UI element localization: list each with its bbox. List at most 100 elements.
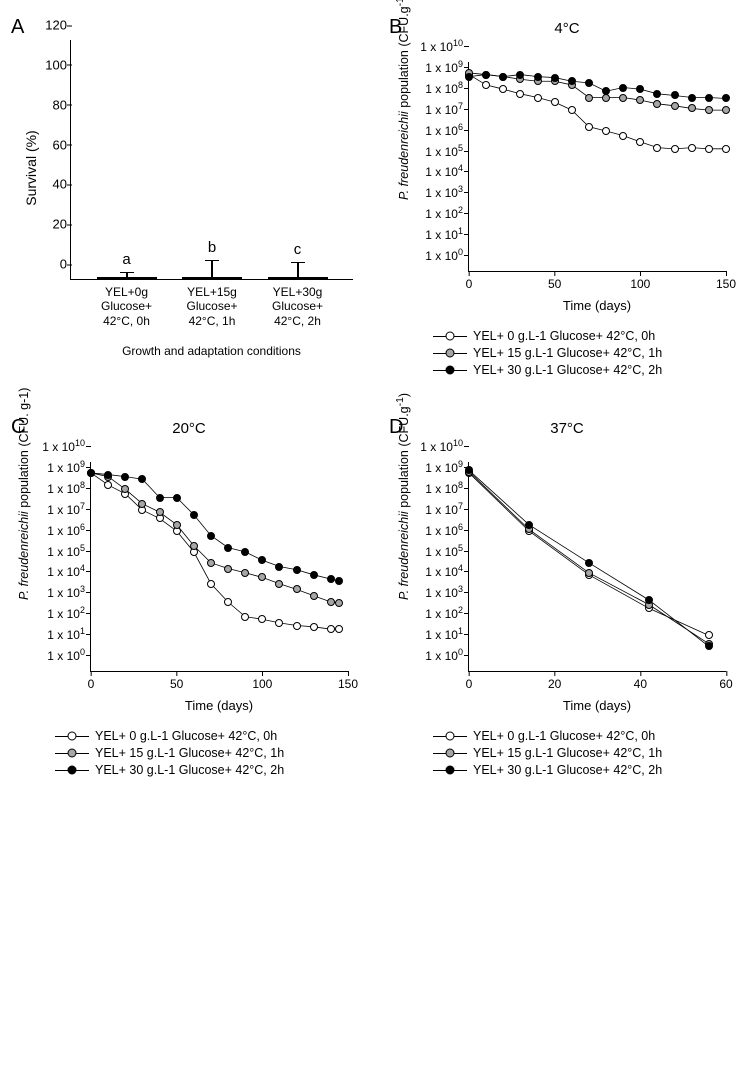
data-point xyxy=(722,94,730,102)
data-point xyxy=(327,575,335,583)
y-tick: 1 x 109 xyxy=(35,459,85,475)
y-tick: 0 xyxy=(33,257,67,272)
legend-label: YEL+ 0 g.L-1 Glucose+ 42°C, 0h xyxy=(95,729,277,743)
data-point xyxy=(516,71,524,79)
data-point xyxy=(688,104,696,112)
data-point xyxy=(585,559,593,567)
y-tick: 40 xyxy=(33,177,67,192)
data-point xyxy=(585,94,593,102)
panel-c-ylabel: P. freudenreichii population (CFU. g-1) xyxy=(17,388,31,600)
panel-c-plotarea: 1 x 1001 x 1011 x 1021 x 1031 x 1041 x 1… xyxy=(90,462,348,672)
legend-item: YEL+ 0 g.L-1 Glucose+ 42°C, 0h xyxy=(433,329,741,343)
data-point xyxy=(275,580,283,588)
y-tick: 1 x 104 xyxy=(413,563,463,579)
y-tick: 1 x 100 xyxy=(35,647,85,663)
panel-b-title: 4°C xyxy=(393,20,741,37)
data-point xyxy=(335,625,343,633)
y-tick: 60 xyxy=(33,137,67,152)
panel-b-legend: YEL+ 0 g.L-1 Glucose+ 42°C, 0h YEL+ 15 g.… xyxy=(433,329,741,377)
panel-a-xaxis-label: Growth and adaptation conditions xyxy=(70,344,353,358)
bar: cYEL+30g Glucose+ 42°C, 2h xyxy=(268,277,328,279)
y-tick: 1 x 1010 xyxy=(35,438,85,454)
data-point xyxy=(293,622,301,630)
x-tick: 0 xyxy=(466,277,473,291)
data-point xyxy=(636,96,644,104)
y-tick: 1 x 109 xyxy=(413,59,463,75)
data-point xyxy=(705,145,713,153)
legend-item: YEL+ 15 g.L-1 Glucose+ 42°C, 1h xyxy=(433,346,741,360)
legend-item: YEL+ 30 g.L-1 Glucose+ 42°C, 2h xyxy=(433,763,741,777)
data-point xyxy=(653,144,661,152)
x-tick: 50 xyxy=(170,677,183,691)
y-tick: 1 x 108 xyxy=(413,480,463,496)
data-point xyxy=(104,471,112,479)
data-point xyxy=(156,494,164,502)
figure-grid: A Survival (%) 020406080100120aYEL+0g Gl… xyxy=(15,20,741,780)
data-point xyxy=(241,613,249,621)
x-tick: 50 xyxy=(548,277,561,291)
data-point xyxy=(173,494,181,502)
panel-d-title: 37°C xyxy=(393,420,741,437)
y-tick: 1 x 102 xyxy=(35,605,85,621)
data-point xyxy=(525,521,533,529)
y-tick: 120 xyxy=(33,18,67,33)
data-point xyxy=(671,145,679,153)
data-point xyxy=(173,521,181,529)
data-point xyxy=(722,145,730,153)
data-point xyxy=(534,73,542,81)
y-tick: 1 x 1010 xyxy=(413,38,463,54)
bar-category-label: YEL+30g Glucose+ 42°C, 2h xyxy=(253,285,343,328)
data-point xyxy=(275,619,283,627)
panel-b-linechart: P. freudenreichii population (CFU.g-1) 1… xyxy=(393,57,741,317)
data-point xyxy=(619,94,627,102)
data-point xyxy=(671,91,679,99)
y-tick: 1 x 107 xyxy=(413,101,463,117)
y-tick: 1 x 102 xyxy=(413,205,463,221)
legend-label: YEL+ 30 g.L-1 Glucose+ 42°C, 2h xyxy=(95,763,284,777)
data-point xyxy=(258,556,266,564)
panel-d-plotarea: 1 x 1001 x 1011 x 1021 x 1031 x 1041 x 1… xyxy=(468,462,726,672)
y-tick: 20 xyxy=(33,217,67,232)
panel-c-xlabel: Time (days) xyxy=(90,698,348,713)
data-point xyxy=(585,79,593,87)
data-point xyxy=(104,481,112,489)
y-tick: 1 x 105 xyxy=(413,543,463,559)
x-tick: 100 xyxy=(252,677,272,691)
data-point xyxy=(241,569,249,577)
data-point xyxy=(551,74,559,82)
y-tick: 1 x 104 xyxy=(35,563,85,579)
data-point xyxy=(293,585,301,593)
panel-b: B 4°C P. freudenreichii population (CFU.… xyxy=(393,20,741,380)
y-tick: 1 x 102 xyxy=(413,605,463,621)
y-tick: 1 x 106 xyxy=(413,522,463,538)
legend-label: YEL+ 15 g.L-1 Glucose+ 42°C, 1h xyxy=(473,346,662,360)
data-point xyxy=(224,598,232,606)
data-point xyxy=(121,485,129,493)
data-point xyxy=(499,85,507,93)
y-tick: 1 x 101 xyxy=(413,626,463,642)
x-tick: 0 xyxy=(88,677,95,691)
panel-b-plotarea: 1 x 1001 x 1011 x 1021 x 1031 x 1041 x 1… xyxy=(468,62,726,272)
x-tick: 150 xyxy=(716,277,736,291)
data-point xyxy=(516,90,524,98)
y-tick: 1 x 109 xyxy=(413,459,463,475)
bar-sig-letter: c xyxy=(294,241,302,258)
data-point xyxy=(602,127,610,135)
data-point xyxy=(688,94,696,102)
y-tick: 1 x 103 xyxy=(35,584,85,600)
x-tick: 60 xyxy=(719,677,732,691)
bar-category-label: YEL+15g Glucose+ 42°C, 1h xyxy=(167,285,257,328)
legend-item: YEL+ 0 g.L-1 Glucose+ 42°C, 0h xyxy=(55,729,363,743)
data-point xyxy=(482,81,490,89)
legend-label: YEL+ 0 g.L-1 Glucose+ 42°C, 0h xyxy=(473,329,655,343)
data-point xyxy=(293,566,301,574)
y-tick: 1 x 101 xyxy=(413,226,463,242)
data-point xyxy=(207,559,215,567)
data-point xyxy=(138,500,146,508)
legend-item: YEL+ 30 g.L-1 Glucose+ 42°C, 2h xyxy=(433,363,741,377)
y-tick: 1 x 106 xyxy=(35,522,85,538)
y-tick: 1 x 106 xyxy=(413,122,463,138)
legend-label: YEL+ 30 g.L-1 Glucose+ 42°C, 2h xyxy=(473,363,662,377)
data-point xyxy=(335,599,343,607)
data-point xyxy=(636,85,644,93)
